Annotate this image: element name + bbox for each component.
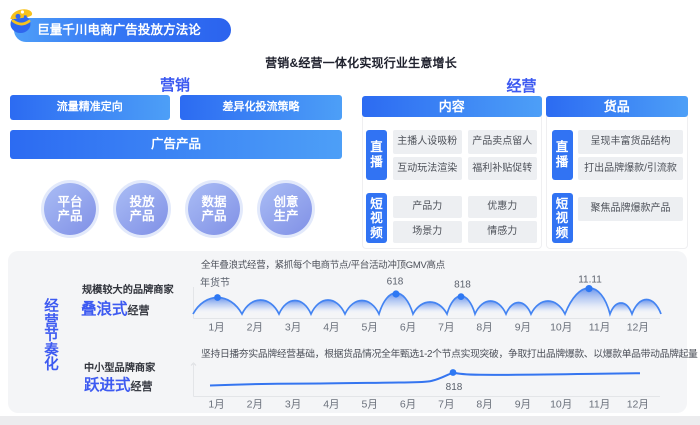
svg-text:11月: 11月 [589,322,610,334]
svg-text:8月: 8月 [476,399,492,411]
svg-text:2月: 2月 [247,322,263,334]
svg-text:10月: 10月 [550,322,572,334]
svg-text:7月: 7月 [438,399,454,411]
svg-text:6月: 6月 [400,399,416,411]
svg-text:618: 618 [387,277,404,288]
svg-text:8月: 8月 [476,322,492,334]
svg-text:12月: 12月 [627,322,649,334]
svg-text:年货节: 年货节 [200,276,230,289]
svg-text:2月: 2月 [247,399,263,411]
svg-text:5月: 5月 [362,399,378,411]
svg-text:4月: 4月 [323,399,339,411]
svg-text:818: 818 [446,382,463,393]
svg-text:9月: 9月 [515,322,531,334]
svg-text:3月: 3月 [285,322,301,334]
svg-text:5月: 5月 [362,322,378,334]
svg-text:7月: 7月 [438,322,454,334]
svg-text:9月: 9月 [515,399,531,411]
svg-text:1月: 1月 [208,322,224,334]
svg-text:12月: 12月 [627,399,649,411]
svg-text:3月: 3月 [285,399,301,411]
svg-text:11月: 11月 [589,399,610,411]
svg-text:1月: 1月 [208,399,224,411]
svg-text:11.11: 11.11 [578,275,602,286]
svg-text:6月: 6月 [400,322,416,334]
svg-text:10月: 10月 [550,399,572,411]
svg-text:4月: 4月 [323,322,339,334]
svg-text:818: 818 [454,280,471,291]
